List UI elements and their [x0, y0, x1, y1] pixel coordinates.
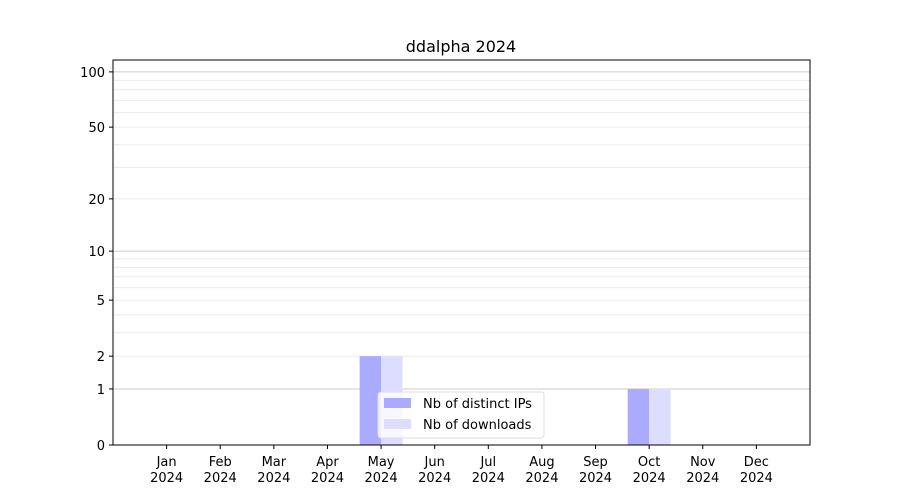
x-tick-label: Feb — [209, 455, 232, 470]
x-tick-label: 2024 — [740, 471, 773, 486]
x-tick-label: May — [368, 455, 395, 470]
x-tick-label: Mar — [262, 455, 287, 470]
legend-label: Nb of distinct IPs — [423, 397, 532, 412]
bar-downloads — [649, 388, 671, 445]
x-tick-label: Dec — [744, 455, 769, 470]
x-tick-label: 2024 — [472, 471, 505, 486]
legend-label: Nb of downloads — [423, 418, 532, 433]
x-tick-label: Sep — [583, 455, 608, 470]
x-tick-label: 2024 — [150, 471, 183, 486]
x-tick-label: Nov — [690, 455, 716, 470]
x-tick-label: 2024 — [418, 471, 451, 486]
bar-distinct-ips — [359, 356, 382, 445]
y-tick-label: 10 — [88, 245, 105, 260]
y-tick-label: 1 — [97, 383, 105, 398]
x-tick-label: 2024 — [686, 471, 719, 486]
y-tick-label: 100 — [80, 66, 105, 81]
x-tick-label: 2024 — [311, 471, 344, 486]
x-tick-label: Jan — [156, 455, 177, 470]
y-tick-label: 20 — [88, 193, 105, 208]
x-tick-label: 2024 — [633, 471, 666, 486]
bar-distinct-ips — [627, 388, 650, 445]
x-tick-label: Apr — [316, 455, 339, 470]
chart-title: ddalpha 2024 — [406, 37, 516, 56]
legend-swatch — [384, 398, 411, 408]
x-tick-label: 2024 — [525, 471, 558, 486]
x-tick-label: 2024 — [365, 471, 398, 486]
x-tick-label: Oct — [638, 455, 660, 470]
legend: Nb of distinct IPs Nb of downloads — [377, 391, 545, 439]
y-tick-label: 5 — [97, 294, 105, 309]
y-tick-label: 2 — [97, 350, 105, 365]
x-tick-label: 2024 — [579, 471, 612, 486]
x-tick-label: 2024 — [257, 471, 290, 486]
y-tick-label: 50 — [88, 121, 105, 136]
x-tick-label: Jul — [479, 455, 496, 470]
y-tick-label: 0 — [97, 439, 105, 454]
x-tick-label: Jun — [424, 455, 445, 470]
x-tick-label: Aug — [529, 455, 554, 470]
plot-frame — [112, 59, 811, 446]
legend-box — [377, 391, 545, 439]
x-tick-label: 2024 — [204, 471, 237, 486]
legend-swatch — [384, 419, 411, 429]
